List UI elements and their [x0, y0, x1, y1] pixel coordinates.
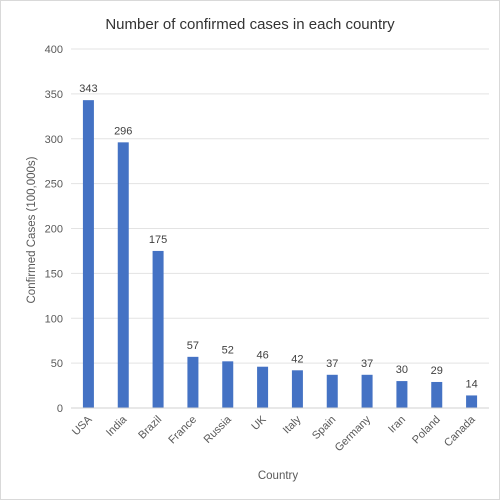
y-tick-label: 100	[45, 313, 63, 325]
x-tick-label: Russia	[202, 413, 235, 446]
y-tick-label: 150	[45, 268, 63, 280]
x-tick-label: Poland	[410, 414, 443, 447]
x-tick-label: Iran	[386, 414, 408, 436]
data-label: 343	[79, 83, 97, 95]
x-tick-label: Canada	[442, 413, 478, 449]
y-tick-label: 400	[45, 44, 63, 56]
data-label: 52	[222, 344, 234, 356]
y-tick-label: 200	[45, 224, 63, 236]
x-axis-title: Country	[258, 470, 299, 482]
x-tick-label: France	[166, 414, 199, 447]
y-axis-title: Confirmed Cases (100,000s)	[26, 156, 38, 303]
y-axis-ticks: 0 50 100 150 200 250 300 350 400	[45, 44, 63, 415]
gridlines	[71, 48, 489, 364]
x-tick-label: USA	[70, 413, 95, 438]
x-tick-label: Spain	[310, 414, 338, 442]
bar-russia	[222, 361, 234, 408]
x-axis-ticks: USA India Brazil France Russia UK Italy SpainGe…	[70, 413, 478, 454]
y-tick-label: 0	[57, 403, 63, 415]
x-tick-label: India	[104, 413, 130, 439]
x-tick-label: Brazil	[136, 414, 164, 442]
data-label: 42	[291, 353, 303, 365]
data-label: 57	[187, 340, 199, 352]
data-label: 14	[465, 378, 477, 390]
bar-brazil	[152, 250, 164, 408]
y-tick-label: 250	[45, 179, 63, 191]
bar-spain	[326, 374, 338, 408]
bars	[82, 100, 478, 408]
bar-italy	[291, 370, 303, 408]
x-tick-label: UK	[249, 413, 269, 433]
data-label: 175	[149, 234, 167, 246]
bar-france	[187, 356, 199, 408]
data-label: 46	[256, 350, 268, 362]
bar-iran	[396, 381, 408, 408]
x-tick-label: Germany	[333, 413, 374, 454]
bar-uk	[257, 366, 269, 408]
data-label: 296	[114, 125, 132, 137]
chart-title: Number of confirmed cases in each countr…	[105, 16, 395, 33]
data-label: 30	[396, 364, 408, 376]
bar-germany	[361, 374, 373, 408]
bar-poland	[431, 381, 443, 408]
bar-usa	[82, 100, 94, 408]
y-tick-label: 300	[45, 134, 63, 146]
bar-canada	[466, 395, 478, 408]
data-labels: 343 296 175 57 52 46 42 37 37 30 29 14	[79, 83, 477, 390]
data-label: 29	[431, 365, 443, 377]
bar-india	[117, 142, 129, 408]
data-label: 37	[326, 358, 338, 370]
y-tick-label: 350	[45, 89, 63, 101]
data-label: 37	[361, 358, 373, 370]
x-tick-label: Italy	[281, 413, 304, 436]
y-tick-label: 50	[51, 358, 63, 370]
